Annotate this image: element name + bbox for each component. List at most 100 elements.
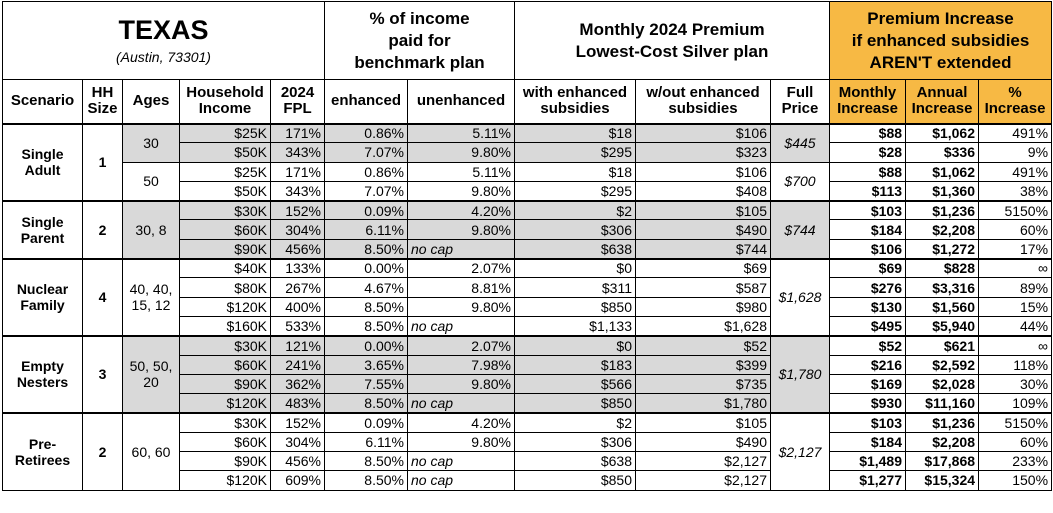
ages: 60, 60 [122, 411, 180, 491]
column-header: HH Size [82, 79, 123, 124]
without-subsidy: $105 [635, 199, 771, 221]
premium-table: TEXAS (Austin, 73301) % of income paid fo… [2, 1, 1053, 491]
annual-increase: $5,940 [905, 315, 980, 337]
pct-enhanced: 4.67% [324, 277, 408, 298]
income: $120K [179, 393, 271, 414]
pct-enhanced: 8.50% [324, 470, 408, 491]
monthly-increase: $276 [829, 277, 907, 298]
monthly-increase: $52 [829, 334, 907, 356]
pct-unenhanced: 9.80% [407, 219, 515, 240]
scenario: Empty Nesters [2, 334, 83, 414]
with-subsidy: $18 [514, 122, 636, 144]
hh-size: 4 [82, 257, 123, 337]
full-price: $1,780 [769, 334, 831, 414]
pct-increase: 5150% [978, 199, 1053, 221]
pct-increase: 30% [978, 373, 1053, 395]
with-subsidy: $295 [514, 142, 636, 163]
monthly-increase: $184 [829, 431, 907, 453]
monthly-increase: $130 [829, 296, 907, 317]
without-subsidy: $490 [635, 219, 771, 240]
column-header: % Increase [978, 79, 1053, 124]
pct-enhanced: 8.50% [324, 238, 408, 260]
annual-increase: $2,208 [905, 219, 980, 240]
pct-increase: 44% [978, 315, 1053, 337]
without-subsidy: $980 [635, 296, 771, 317]
income: $25K [179, 122, 271, 144]
table-body: Single Adult 1 30 $25K 171% 0.86% 5.11% $18 $106… [2, 122, 1053, 491]
monthly-increase: $495 [829, 315, 907, 337]
annual-increase: $1,062 [905, 122, 980, 144]
fpl: 533% [270, 315, 325, 337]
fpl: 400% [270, 296, 325, 317]
column-header-row: Scenario HH Size Ages Household Income 2024 … [2, 79, 1053, 124]
annual-increase: $1,560 [905, 296, 980, 317]
with-subsidy: $306 [514, 431, 636, 453]
table-row: $80K 267% 4.67% 8.81% $311 $587 $276 $3,316 89% [3, 277, 1053, 298]
fpl: 483% [270, 393, 325, 414]
annual-increase: $1,236 [905, 199, 980, 221]
without-subsidy: $106 [635, 122, 771, 144]
pct-unenhanced: 9.80% [407, 142, 515, 163]
pct-enhanced: 0.00% [324, 334, 408, 356]
without-subsidy: $106 [635, 161, 771, 182]
pct-enhanced: 8.50% [324, 393, 408, 414]
income: $25K [179, 161, 271, 182]
fpl: 304% [270, 219, 325, 240]
pct-unenhanced: 9.80% [407, 373, 515, 395]
pct-unenhanced: 2.07% [407, 334, 515, 356]
pct-enhanced: 0.86% [324, 161, 408, 182]
fpl: 267% [270, 277, 325, 298]
column-header: Ages [122, 79, 180, 124]
monthly-increase: $69 [829, 257, 907, 279]
monthly-increase: $28 [829, 142, 907, 163]
state-title: TEXAS [118, 14, 209, 45]
pct-enhanced: 8.50% [324, 296, 408, 317]
without-subsidy: $1,628 [635, 315, 771, 337]
column-header: enhanced [324, 79, 408, 124]
income: $60K [179, 354, 271, 375]
with-subsidy: $850 [514, 393, 636, 414]
with-subsidy: $850 [514, 470, 636, 491]
annual-increase: $15,324 [905, 470, 980, 491]
table-row: $120K 483% 8.50% no cap $850 $1,780 $930 $11,16… [3, 393, 1053, 414]
pct-unenhanced: 5.11% [407, 161, 515, 182]
pct-unenhanced: 5.11% [407, 122, 515, 144]
pct-increase: 60% [978, 431, 1053, 453]
with-subsidy: $638 [514, 238, 636, 260]
scenario: Single Adult [2, 122, 83, 202]
annual-increase: $336 [905, 142, 980, 163]
pct-unenhanced: no cap [407, 315, 515, 337]
with-subsidy: $306 [514, 219, 636, 240]
header-row: TEXAS (Austin, 73301) % of income paid fo… [2, 1, 1053, 80]
fpl: 241% [270, 354, 325, 375]
annual-increase: $3,316 [905, 277, 980, 298]
table-row: $120K 609% 8.50% no cap $850 $2,127 $1,277 $15,… [3, 470, 1053, 491]
increase-header: Premium Increase if enhanced subsidies A… [829, 1, 1053, 80]
annual-increase: $1,272 [905, 238, 980, 260]
with-subsidy: $2 [514, 199, 636, 221]
pct-income-header: % of income paid for benchmark plan [324, 1, 515, 80]
pct-enhanced: 8.50% [324, 315, 408, 337]
annual-increase: $17,868 [905, 451, 980, 472]
monthly-increase: $113 [829, 180, 907, 202]
income: $90K [179, 451, 271, 472]
without-subsidy: $408 [635, 180, 771, 202]
without-subsidy: $69 [635, 257, 771, 279]
ages: 40, 40, 15, 12 [122, 257, 180, 337]
with-subsidy: $1,133 [514, 315, 636, 337]
column-header: Full Price [769, 79, 831, 124]
fpl: 456% [270, 238, 325, 260]
income: $90K [179, 373, 271, 395]
annual-increase: $621 [905, 334, 980, 356]
without-subsidy: $744 [635, 238, 771, 260]
pct-enhanced: 7.07% [324, 142, 408, 163]
without-subsidy: $399 [635, 354, 771, 375]
monthly-increase: $216 [829, 354, 907, 375]
full-price: $700 [769, 161, 831, 202]
pct-enhanced: 6.11% [324, 219, 408, 240]
without-subsidy: $52 [635, 334, 771, 356]
pct-increase: 60% [978, 219, 1053, 240]
annual-increase: $2,208 [905, 431, 980, 453]
column-header: Scenario [2, 79, 83, 124]
pct-increase: 118% [978, 354, 1053, 375]
